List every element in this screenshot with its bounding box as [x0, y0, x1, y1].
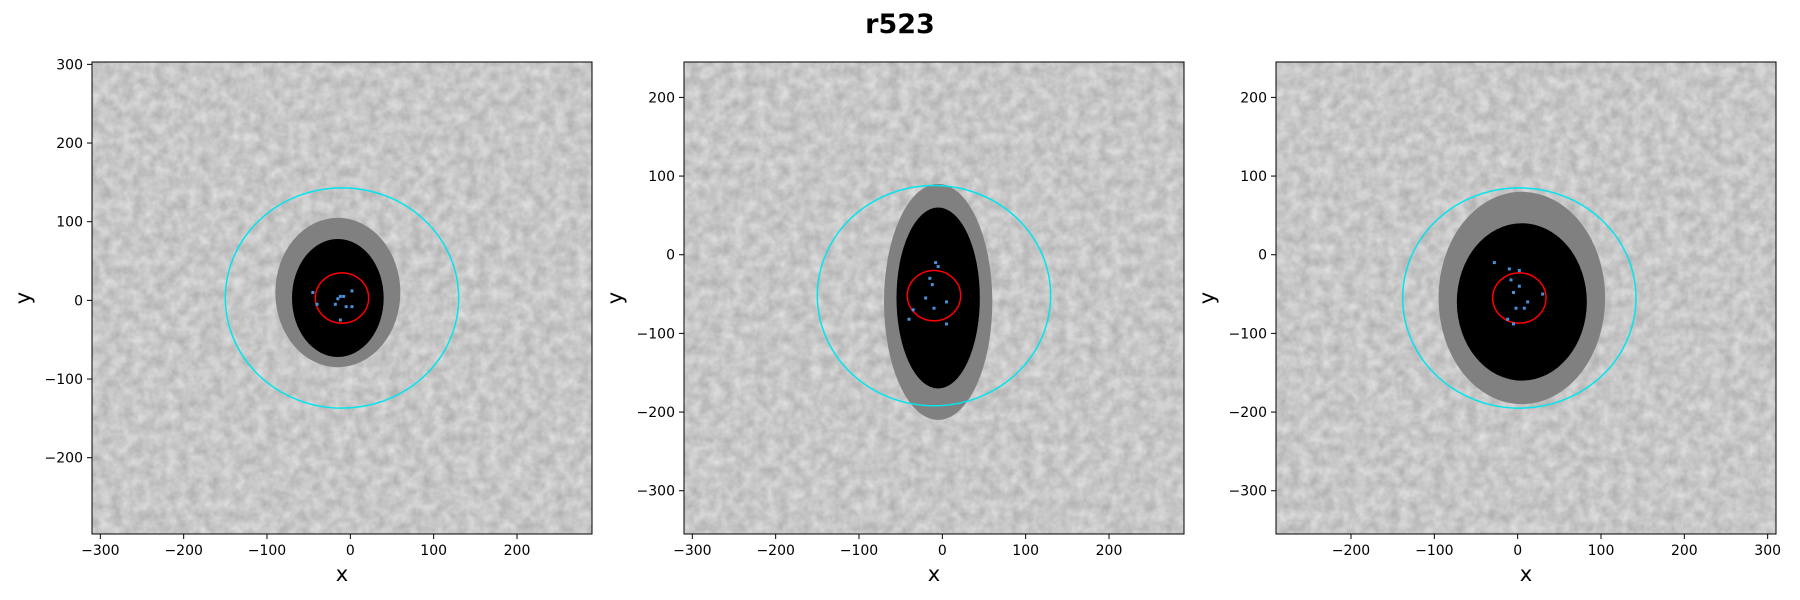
red-circle: [1491, 272, 1547, 324]
data-point: [945, 300, 948, 304]
y-tick-label: 0: [666, 248, 675, 264]
data-point: [1509, 278, 1513, 282]
x-tick-label: −100: [1415, 543, 1453, 559]
y-tick-label: 200: [1240, 90, 1267, 106]
data-point: [932, 306, 936, 310]
y-tick-label: 100: [1240, 169, 1267, 185]
y-tick-label: −300: [1229, 484, 1267, 500]
x-tick-label: 0: [1513, 543, 1522, 559]
inner-black-region: [1456, 223, 1587, 381]
cyan-circle: [224, 187, 460, 409]
red-circle: [314, 272, 370, 324]
data-point: [907, 317, 911, 321]
x-tick-label: 0: [938, 543, 947, 559]
y-tick-label: 100: [648, 169, 675, 185]
x-axis-label: x: [928, 562, 940, 586]
x-tick-label: −100: [248, 543, 286, 559]
x-tick-label: 100: [1588, 543, 1615, 559]
x-axis-label: x: [1520, 562, 1532, 586]
x-tick-label: 100: [420, 543, 447, 559]
data-point: [333, 302, 337, 306]
data-point: [1512, 290, 1515, 294]
x-tick-label: −200: [756, 543, 794, 559]
axes-frame: [1275, 61, 1777, 535]
y-tick-label: 200: [56, 136, 83, 152]
data-point: [924, 296, 928, 300]
x-tick-label: −200: [164, 543, 202, 559]
x-tick-label: −300: [673, 543, 711, 559]
data-point: [911, 308, 915, 312]
red-circle: [906, 269, 962, 322]
plot-area: [1276, 62, 1776, 534]
panel-2: −300 −200 −100 0 100 200 −300 −200 −100 0 100 200 x y: [603, 61, 1185, 586]
x-tick-label: −100: [840, 543, 878, 559]
figure-title: r523: [865, 9, 935, 40]
y-tick-label: 300: [56, 57, 83, 73]
y-tick-label: −200: [45, 451, 83, 467]
y-tick-label: 100: [56, 215, 83, 231]
x-tick-label: 300: [1754, 543, 1781, 559]
cyan-circle: [816, 184, 1052, 407]
y-tick-label: −100: [45, 372, 83, 388]
y-axis-label: y: [603, 292, 627, 304]
y-tick-label: −100: [1229, 326, 1267, 342]
plot-area: [684, 62, 1184, 534]
x-tick-label: −200: [1332, 543, 1370, 559]
x-axis-label: x: [336, 562, 348, 586]
data-point: [928, 276, 932, 280]
y-axis-label: y: [11, 292, 35, 304]
data-point: [1517, 284, 1521, 288]
x-tick-label: 200: [504, 543, 531, 559]
data-point: [1526, 300, 1530, 304]
data-point: [338, 294, 342, 298]
data-point: [315, 302, 319, 306]
data-point: [311, 290, 315, 294]
y-tick-label: 0: [74, 293, 83, 309]
x-tick-label: 200: [1671, 543, 1698, 559]
data-point: [350, 289, 354, 293]
plot-area: [92, 62, 592, 534]
data-point: [1512, 322, 1515, 326]
data-point: [350, 305, 354, 309]
data-point: [1492, 261, 1496, 265]
y-axis-label: y: [1195, 292, 1219, 304]
axes-frame: [683, 61, 1185, 535]
y-tick-label: −300: [637, 484, 675, 500]
y-tick-label: −200: [637, 405, 675, 421]
data-point: [1514, 306, 1518, 310]
data-point: [344, 305, 348, 309]
data-point: [1522, 306, 1526, 310]
cyan-circle: [1401, 187, 1637, 409]
panel-3: −200 −100 0 100 200 300 −300 −200 −100 0 100 200 x y: [1195, 61, 1781, 586]
data-point: [1541, 292, 1545, 296]
x-tick-label: 200: [1096, 543, 1123, 559]
data-point: [1517, 268, 1521, 272]
x-tick-label: 100: [1012, 543, 1039, 559]
y-tick-label: 200: [648, 90, 675, 106]
data-point: [936, 265, 940, 269]
y-tick-label: −200: [1229, 405, 1267, 421]
x-tick-label: 0: [346, 543, 355, 559]
data-point: [945, 322, 948, 326]
data-point: [1506, 317, 1510, 321]
x-tick-label: −300: [81, 543, 119, 559]
data-point: [336, 297, 340, 301]
panel-1: −300 −200 −100 0 100 200 −200 −100 0 100 200 300 x y: [11, 57, 593, 586]
data-point: [1507, 267, 1511, 271]
y-tick-label: −100: [637, 326, 675, 342]
axes-frame: [91, 61, 593, 535]
inner-black-region: [896, 207, 980, 389]
data-point: [342, 294, 346, 298]
y-tick-label: 0: [1258, 248, 1267, 264]
data-point: [338, 318, 342, 322]
data-point: [930, 283, 934, 287]
data-point: [934, 261, 938, 265]
